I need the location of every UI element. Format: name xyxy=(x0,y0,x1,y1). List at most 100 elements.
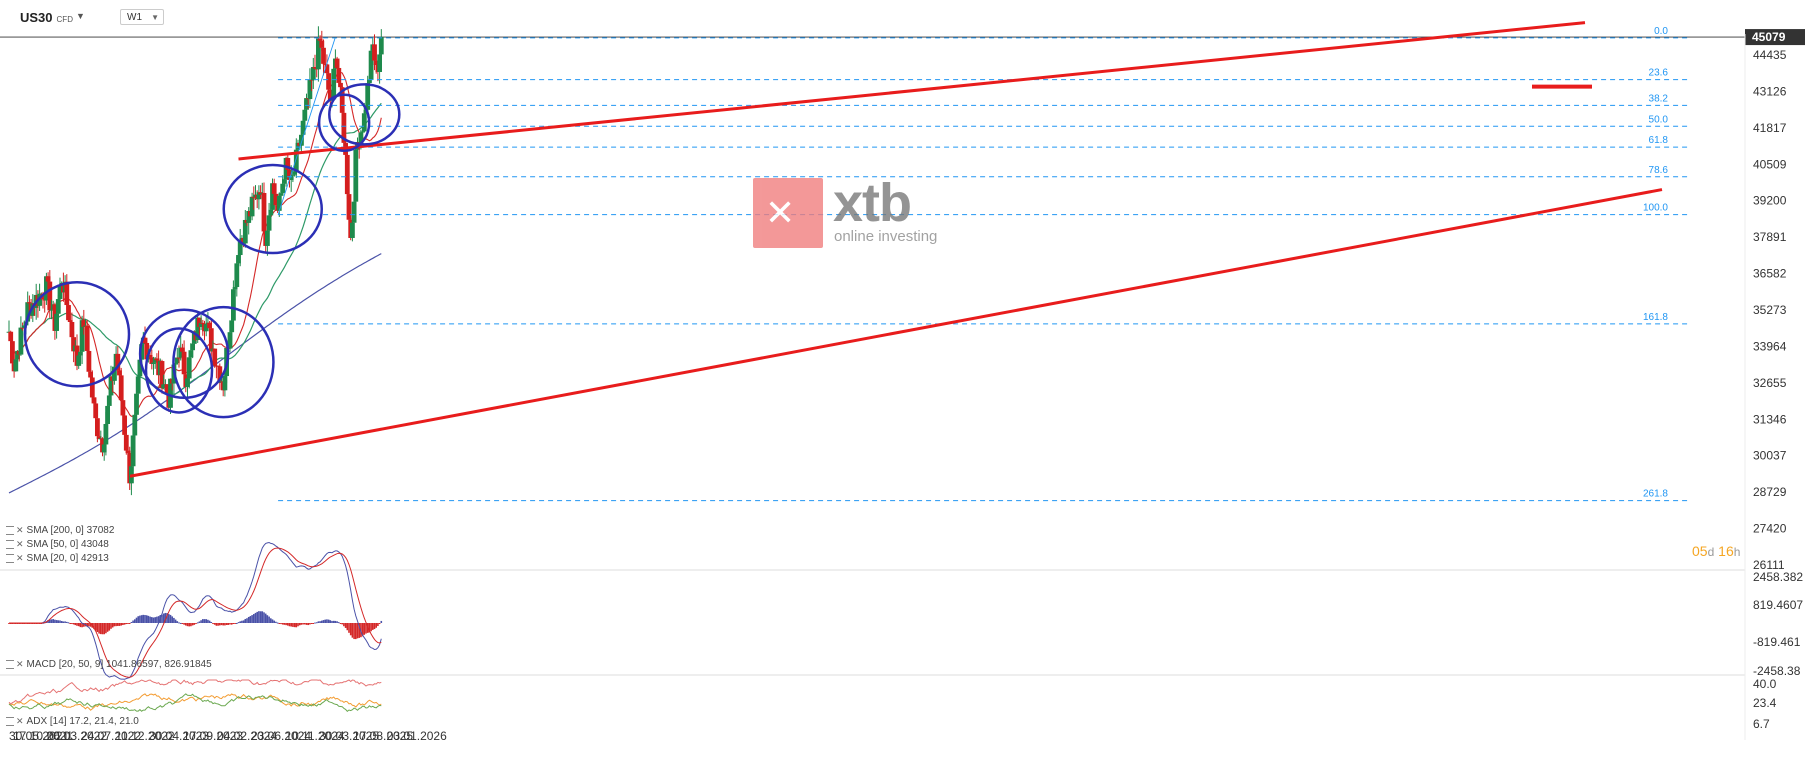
macd-histogram-bar xyxy=(108,623,111,631)
candle-body xyxy=(117,370,122,376)
timeframe-value: W1 xyxy=(127,12,142,23)
candle-body xyxy=(338,82,343,88)
close-icon[interactable]: ✕ xyxy=(16,525,24,535)
indicator-legend-macd[interactable]: ✕ MACD [20, 50, 9] 1041.86597, 826.91845 xyxy=(6,659,212,670)
macd-histogram-bar xyxy=(370,623,372,632)
xtb-logo-icon: ✕ xyxy=(753,178,823,248)
adx-axis-label: 6.7 xyxy=(1753,717,1770,731)
close-icon[interactable]: ✕ xyxy=(16,553,24,563)
macd-histogram-bar xyxy=(283,623,286,625)
macd-histogram-bar xyxy=(106,623,109,632)
macd-histogram-bar xyxy=(71,623,73,624)
close-icon[interactable]: ✕ xyxy=(16,716,24,726)
macd-histogram-bar xyxy=(207,619,209,623)
indicator-legend-adx[interactable]: ✕ ADX [14] 17.2, 21.4, 21.0 xyxy=(6,716,139,727)
indicator-legend-sma50[interactable]: ✕ SMA [50, 0] 43048 xyxy=(6,539,109,550)
macd-histogram-bar xyxy=(322,620,325,623)
candle-body xyxy=(270,183,275,210)
macd-histogram-bar xyxy=(285,623,287,626)
macd-histogram-bar xyxy=(181,623,184,624)
candle-body xyxy=(300,120,306,135)
settings-icon[interactable] xyxy=(6,716,14,726)
macd-histogram-bar xyxy=(69,623,71,624)
settings-icon[interactable] xyxy=(6,525,14,535)
macd-histogram-bar xyxy=(324,619,326,623)
symbol-dropdown-icon[interactable]: ▼ xyxy=(76,11,85,21)
macd-histogram-bar xyxy=(236,622,238,624)
settings-icon[interactable] xyxy=(6,553,14,563)
macd-histogram-bar xyxy=(81,623,83,628)
price-axis-label: 28729 xyxy=(1753,485,1787,499)
candle-body xyxy=(101,444,107,453)
macd-histogram-bar xyxy=(132,620,134,623)
macd-histogram-bar xyxy=(327,619,330,623)
symbol-label[interactable]: US30 CFD xyxy=(20,10,73,25)
candle-body xyxy=(174,357,180,364)
timeframe-select[interactable]: W1 ▼ xyxy=(120,9,164,25)
candle-body xyxy=(365,83,371,110)
candle-body xyxy=(103,423,109,445)
macd-histogram-bar xyxy=(130,621,133,623)
candle-body xyxy=(78,351,83,356)
macd-histogram-bar xyxy=(213,623,216,625)
candle-body xyxy=(266,215,272,231)
macd-histogram-bar xyxy=(122,623,124,626)
macd-histogram-bar xyxy=(368,623,371,633)
macd-histogram-bar xyxy=(123,623,126,625)
macd-histogram-bar xyxy=(302,623,304,625)
settings-icon[interactable] xyxy=(6,539,14,549)
price-axis-label: 41817 xyxy=(1753,121,1787,135)
macd-histogram-bar xyxy=(307,623,309,626)
watermark-tagline: online investing xyxy=(834,228,938,245)
macd-histogram-bar xyxy=(200,620,202,623)
macd-histogram-bar xyxy=(190,623,192,627)
candle-body xyxy=(123,434,129,451)
macd-histogram-bar xyxy=(317,621,320,623)
macd-histogram-bar xyxy=(270,618,272,623)
candle-body xyxy=(95,418,100,437)
candle-body xyxy=(346,194,352,220)
macd-histogram-bar xyxy=(312,623,315,624)
close-icon[interactable]: ✕ xyxy=(16,539,24,549)
candle-body xyxy=(316,38,321,70)
candle-body xyxy=(222,376,228,391)
macd-histogram-bar xyxy=(290,623,292,627)
candle-body xyxy=(329,99,335,101)
macd-histogram-bar xyxy=(339,623,342,624)
watermark-brand: xtb xyxy=(833,173,912,233)
macd-histogram-bar xyxy=(225,623,228,626)
macd-histogram-bar xyxy=(205,619,207,623)
time-axis-label: 06.03.2022 xyxy=(47,729,107,743)
indicator-legend-sma200[interactable]: ✕ SMA [200, 0] 37082 xyxy=(6,525,114,536)
macd-histogram-bar xyxy=(334,620,337,623)
time-axis-label: 30.04.2023 xyxy=(149,729,209,743)
time-axis-label: 17.10.2021 xyxy=(13,729,73,743)
macd-histogram-bar xyxy=(169,614,172,623)
candle-body xyxy=(161,384,167,388)
macd-signal-line xyxy=(9,547,382,678)
settings-icon[interactable] xyxy=(6,659,14,669)
candle-body xyxy=(44,276,49,301)
candle-body xyxy=(261,192,267,232)
macd-histogram-bar xyxy=(332,620,335,623)
indicator-legend-sma20[interactable]: ✕ SMA [20, 0] 42913 xyxy=(6,553,109,564)
candle-body xyxy=(290,174,296,176)
candle-body xyxy=(361,113,367,132)
macd-histogram-bar xyxy=(305,623,308,625)
macd-histogram-bar xyxy=(47,620,49,623)
macd-histogram-bar xyxy=(338,622,340,624)
candle-body xyxy=(188,350,194,358)
macd-histogram-bar xyxy=(304,623,306,625)
macd-histogram-bar xyxy=(281,623,284,625)
candle-body xyxy=(249,196,255,217)
candle-body xyxy=(312,67,318,69)
time-axis-label: 24.07.2022 xyxy=(81,729,141,743)
price-axis-label: 36582 xyxy=(1753,267,1787,281)
candle-body xyxy=(280,183,286,194)
macd-histogram-bar xyxy=(161,614,163,623)
macd-histogram-bar xyxy=(343,623,345,627)
macd-histogram-bar xyxy=(276,622,279,624)
close-icon[interactable]: ✕ xyxy=(16,659,24,669)
macd-histogram-bar xyxy=(96,623,99,633)
